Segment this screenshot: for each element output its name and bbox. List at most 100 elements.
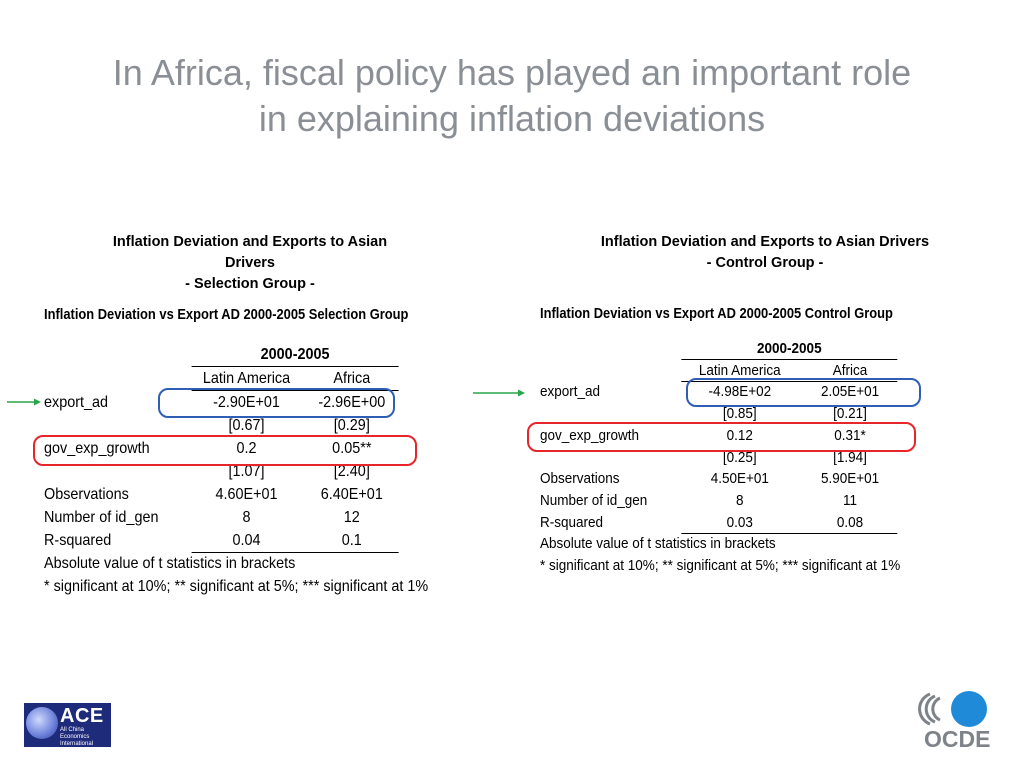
table-cell: [2.40] [333,463,370,480]
table-cell: 2.05E+01 [820,383,880,400]
table-row: Observations 4.50E+01 5.90E+01 [540,468,968,490]
gov-exp-growth-highlight-left [33,435,417,466]
table-row: [0.85] [0.21] [540,403,968,425]
table-note: Absolute value of t statistics in bracke… [44,552,476,575]
slide-title-line1: In Africa, fiscal policy has played an i… [112,52,912,93]
oecd-emblem-icon [918,691,987,727]
table-cell: 0.1 [341,532,362,549]
left-heading-line2: Drivers [225,255,275,271]
ace-logo-name: ACE [60,705,104,727]
note-text: * significant at 10%; ** significant at … [44,578,429,595]
table-row: [1.07] [2.40] [44,460,476,483]
row-label: R-squared [540,514,604,531]
table-row: Latin America Africa [540,360,968,382]
table-cell: [1.07] [228,463,265,480]
table-cell: 8 [242,509,251,526]
note-text: * significant at 10%; ** significant at … [540,557,901,574]
table-row: Observations 4.60E+01 6.40E+01 [44,483,476,506]
table-note: * significant at 10%; ** significant at … [540,555,968,577]
note-text: Absolute value of t statistics in bracke… [540,535,776,552]
table-cell: [0.29] [333,417,370,434]
table-cell: 4.50E+01 [710,470,769,487]
green-arrow-icon [473,389,525,397]
table-cell: 4.60E+01 [215,486,278,503]
divider [191,366,399,367]
table-row: R-squared 0.04 0.1 [44,529,476,552]
table-cell: 0.03 [726,514,753,531]
table-cell: 0.08 [836,514,864,531]
table-row: Number of id_gen 8 12 [44,506,476,529]
table-row: export_ad -2.90E+01 -2.96E+00 [44,391,476,414]
column-header-latin-america: Latin America [202,370,291,387]
ace-logo-subtitle: All China Economics International Confer… [60,727,94,747]
table-note: * significant at 10%; ** significant at … [44,575,476,598]
right-heading-line1: Inflation Deviation and Exports to Asian… [600,234,930,250]
table-cell: [0.25] [722,449,757,466]
table-row: 2000-2005 [44,343,476,366]
export-ad-highlight-left [158,388,395,418]
table-row: R-squared 0.03 0.08 [540,512,968,534]
divider [191,390,399,391]
row-label: Number of id_gen [540,492,648,509]
column-header-africa: Africa [832,362,868,379]
note-text: Absolute value of t statistics in bracke… [44,555,296,572]
row-label: gov_exp_growth [540,427,640,444]
row-label: Observations [44,486,129,503]
table-note: Absolute value of t statistics in bracke… [540,533,968,555]
divider [191,552,399,553]
table-cell: [0.85] [722,405,757,422]
right-regression-table: 2000-2005 Latin America Africa export_ad… [540,338,968,578]
table-cell: 8 [736,492,744,509]
table-cell: 0.04 [232,532,261,549]
divider [681,359,898,360]
table-cell: 0.05** [332,440,372,457]
right-heading-line2: - Control Group - [706,255,824,271]
left-table-title: Inflation Deviation vs Export AD 2000-20… [44,306,409,323]
column-header-africa: Africa [333,370,371,387]
table-cell: [0.67] [228,417,265,434]
export-ad-highlight-right [686,378,921,407]
table-row: [0.67] [0.29] [44,414,476,437]
slide-title: In Africa, fiscal policy has played an i… [40,50,984,142]
table-row: [0.25] [1.94] [540,447,968,469]
table-row: Latin America Africa [44,367,476,390]
table-cell: [0.21] [833,405,867,422]
table-cell: 0.2 [236,440,257,457]
row-label: Observations [540,470,620,487]
table-row: export_ad -4.98E+02 2.05E+01 [540,381,968,403]
gov-exp-growth-highlight-right [527,422,916,452]
green-arrow-icon [7,398,41,406]
table-cell: 11 [843,492,858,509]
period-header: 2000-2005 [260,346,330,363]
left-panel-heading: Inflation Deviation and Exports to Asian… [60,232,440,295]
divider [681,381,898,382]
right-table-title: Inflation Deviation vs Export AD 2000-20… [540,305,893,322]
table-cell: 0.12 [726,427,753,444]
table-cell: -2.90E+01 [213,394,280,411]
slide-title-line2: in explaining inflation deviations [258,98,766,139]
table-cell: [1.94] [833,449,867,466]
table-cell: 6.40E+01 [320,486,383,503]
row-label: R-squared [44,532,112,549]
globe-icon [26,707,58,739]
period-header: 2000-2005 [757,340,822,357]
oecd-logo: OCDE [918,690,992,754]
table-row: 2000-2005 [540,338,968,360]
left-regression-table: 2000-2005 Latin America Africa export_ad… [44,343,476,603]
table-cell: -4.98E+02 [708,383,772,400]
table-cell: 0.31* [834,427,866,444]
table-cell: -2.96E+00 [318,394,386,411]
row-label: export_ad [44,394,109,411]
left-heading-line3: - Selection Group - [185,276,315,292]
table-cell: 5.90E+01 [820,470,880,487]
ace-logo: ACE All China Economics International Co… [24,703,111,747]
divider [681,533,898,534]
table-row: gov_exp_growth 0.2 0.05** [44,437,476,460]
table-row: gov_exp_growth 0.12 0.31* [540,425,968,447]
table-cell: 12 [343,509,360,526]
right-panel-heading: Inflation Deviation and Exports to Asian… [540,232,990,274]
left-heading-line1: Inflation Deviation and Exports to Asian [112,234,388,250]
table-row: Number of id_gen 8 11 [540,490,968,512]
row-label: Number of id_gen [44,509,159,526]
column-header-latin-america: Latin America [698,362,781,379]
